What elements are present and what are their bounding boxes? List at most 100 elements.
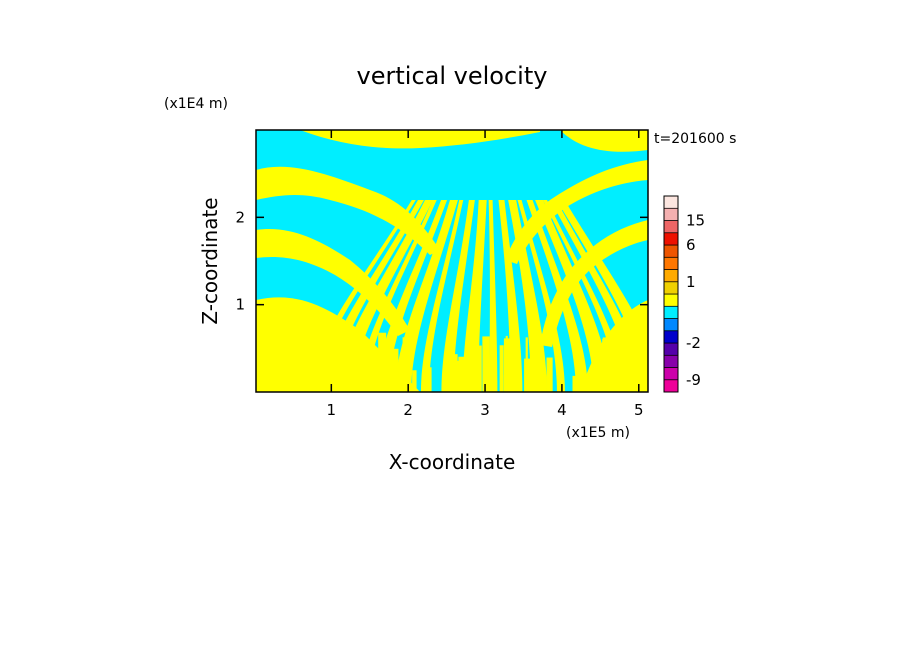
positive-region: [477, 348, 482, 392]
colorbar-frame: [663, 195, 679, 393]
positive-region: [420, 200, 464, 392]
x-tick-label: 2: [403, 401, 413, 419]
colorbar-swatch: [663, 220, 679, 234]
x-tick-label: 4: [557, 401, 567, 419]
colorbar-swatch: [663, 379, 679, 393]
plot-frame: [255, 129, 649, 393]
positive-region: [423, 367, 432, 392]
colorbar-tick-label: 1: [686, 273, 696, 291]
positive-region: [535, 357, 539, 392]
positive-region: [498, 200, 523, 392]
positive-region: [334, 349, 338, 392]
positive-region: [322, 200, 424, 392]
positive-region: [458, 356, 465, 392]
colorbar-swatch: [663, 244, 679, 258]
positive-region: [441, 200, 475, 392]
positive-region: [505, 160, 648, 264]
colorbar-swatch: [663, 269, 679, 283]
colorbar-swatch: [663, 281, 679, 295]
y-tick-label: 1: [235, 296, 245, 314]
positive-region: [611, 343, 616, 392]
positive-region: [608, 372, 617, 392]
positive-region: [256, 166, 440, 255]
positive-region: [390, 348, 399, 392]
x-tick-label: 3: [480, 401, 490, 419]
colorbar-swatch: [663, 207, 679, 221]
positive-region: [401, 365, 409, 392]
y-unit-label: (x1E4 m): [164, 96, 228, 112]
positive-region: [367, 363, 372, 392]
positive-region: [256, 229, 410, 336]
positive-region: [533, 347, 536, 392]
colorbar-swatch: [663, 256, 679, 270]
colorbar-swatch: [663, 342, 679, 356]
positive-region: [385, 362, 393, 392]
positive-region: [412, 370, 417, 392]
positive-region: [343, 371, 349, 392]
colorbar-swatch: [663, 318, 679, 332]
colorbar: -9 -2 1 6 15: [663, 195, 705, 393]
x-axis-title: X-coordinate: [389, 450, 516, 474]
positive-region: [450, 354, 458, 392]
positive-region: [560, 130, 648, 152]
colorbar-tick-label: 15: [686, 212, 705, 230]
positive-region: [402, 337, 406, 392]
positive-region: [468, 347, 475, 392]
colorbar-tick-label: 6: [686, 236, 696, 254]
positive-region: [508, 200, 547, 392]
positive-region: [630, 343, 635, 392]
x-axis: 1 2 3 4 5: [327, 130, 644, 419]
positive-region: [535, 200, 610, 392]
colorbar-swatch: [663, 330, 679, 344]
positive-region: [338, 345, 344, 392]
positive-region: [503, 338, 512, 392]
positive-region: [276, 343, 283, 392]
y-tick-label: 2: [235, 208, 245, 226]
positive-region: [540, 360, 544, 392]
positive-region: [499, 345, 504, 392]
positive-region: [300, 130, 540, 149]
positive-region: [576, 369, 581, 392]
positive-region: [488, 200, 498, 392]
colorbar-swatch: [663, 195, 679, 209]
x-unit-label: (x1E5 m): [566, 425, 630, 441]
positive-region: [482, 336, 490, 392]
positive-region: [353, 345, 361, 392]
positive-region: [594, 350, 601, 392]
colorbar-tick-label: -2: [686, 334, 701, 352]
contour-field: [256, 130, 648, 392]
positive-region: [395, 200, 458, 392]
positive-region: [525, 337, 528, 392]
positive-region: [488, 375, 496, 392]
field-positive-regions: [256, 130, 648, 392]
colorbar-swatch: [663, 354, 679, 368]
positive-region: [546, 357, 553, 392]
colorbar-swatch: [663, 305, 679, 319]
positive-region: [572, 375, 578, 392]
x-tick-label: 1: [327, 401, 337, 419]
positive-region: [526, 200, 588, 392]
positive-region: [358, 200, 437, 392]
time-label: t=201600 s: [654, 131, 736, 147]
positive-region: [462, 200, 487, 392]
positive-region: [603, 354, 608, 392]
positive-region: [517, 200, 565, 392]
positive-region: [378, 332, 387, 392]
positive-region: [376, 200, 448, 392]
positive-region: [256, 351, 261, 392]
positive-region: [626, 357, 630, 392]
positive-region: [349, 337, 353, 392]
positive-region: [299, 336, 303, 392]
positive-region: [260, 369, 263, 392]
positive-region: [286, 332, 290, 392]
colorbar-swatch: [663, 367, 679, 381]
colorbar-swatch: [663, 293, 679, 307]
colorbar-swatch: [663, 232, 679, 246]
positive-region: [336, 200, 433, 392]
chart-title: vertical velocity: [357, 62, 548, 90]
y-axis-title: Z-coordinate: [198, 197, 222, 324]
y-axis: 12: [235, 208, 648, 314]
positive-region: [617, 347, 624, 392]
x-tick-label: 5: [634, 401, 644, 419]
